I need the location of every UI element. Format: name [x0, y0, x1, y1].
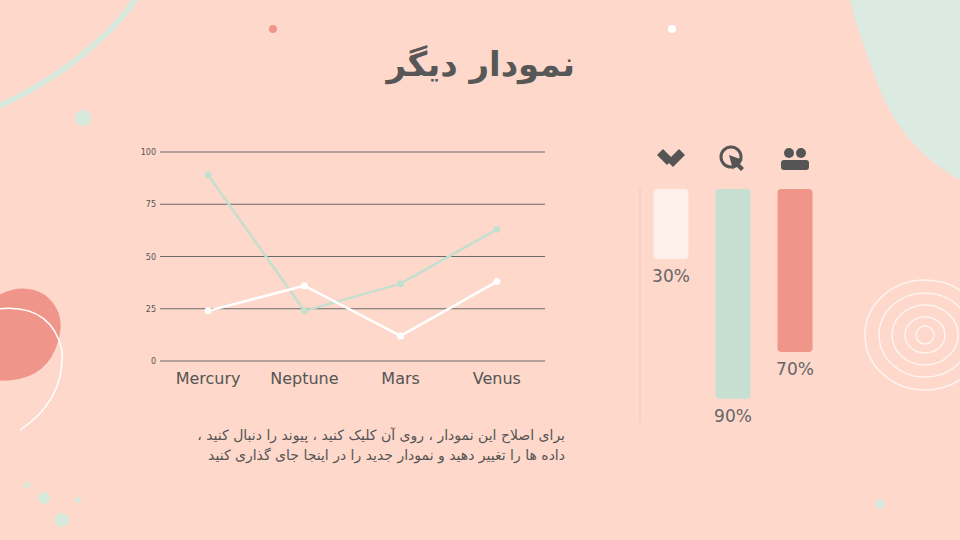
deco-ring — [879, 293, 960, 377]
grid-line — [160, 256, 545, 257]
deco-ring — [892, 305, 958, 365]
bar — [654, 189, 689, 259]
series-marker — [205, 171, 212, 178]
series-marker — [493, 226, 500, 233]
series-marker — [205, 307, 212, 314]
series-marker — [301, 282, 308, 289]
bar — [716, 189, 751, 399]
caption-line: برای اصلاح این نمودار ، روی آن کلیک کنید… — [197, 427, 565, 443]
decorations — [0, 0, 960, 527]
plot-area — [205, 171, 501, 339]
x-tick-label: Mercury — [176, 369, 241, 388]
icon-people — [796, 148, 806, 158]
deco-dot — [24, 482, 30, 488]
y-tick-label: 25 — [146, 305, 156, 314]
icon-people — [784, 148, 794, 158]
caption-line: داده ها را تغییر دهید و نمودار جدید را د… — [208, 447, 565, 463]
series-line — [208, 282, 497, 336]
y-tick-label: 50 — [146, 253, 156, 262]
y-tick-label: 0 — [151, 357, 156, 366]
deco-dot — [55, 513, 69, 527]
deco-dot — [875, 499, 885, 509]
bar — [778, 189, 813, 352]
data-label: 70% — [776, 359, 814, 379]
icon-cursor — [729, 155, 744, 171]
series-marker — [397, 280, 404, 287]
deco-dot — [668, 25, 676, 33]
deco-ring — [905, 317, 945, 353]
series-line — [208, 175, 497, 311]
series-marker — [493, 278, 500, 285]
series-marker — [301, 307, 308, 314]
value-axis-line — [640, 189, 641, 422]
title: نمودار دیگر — [386, 44, 575, 84]
grid-line — [160, 361, 545, 362]
grid-line — [160, 152, 545, 153]
deco-line — [0, 308, 62, 430]
deco-dot — [269, 25, 277, 33]
data-label: 30% — [652, 266, 690, 286]
deco-ring — [865, 280, 960, 390]
series-marker — [397, 332, 404, 339]
deco-dot — [75, 110, 91, 126]
deco-ring — [916, 326, 934, 344]
deco-blob — [850, 0, 960, 180]
deco-blob — [0, 289, 61, 381]
line-chart: 0 25 50 75 100 Mercury Neptune Mars Venus — [141, 148, 545, 388]
bar-chart: 30% 90% 70% — [640, 147, 814, 426]
data-label: 90% — [714, 406, 752, 426]
grid-line — [160, 204, 545, 205]
icon-handshake — [667, 149, 685, 167]
deco-dot — [75, 497, 81, 503]
deco-dot — [38, 492, 50, 504]
x-tick-label: Mars — [381, 369, 420, 388]
y-tick-label: 100 — [141, 148, 156, 157]
deco-curve — [0, 0, 140, 110]
y-tick-label: 75 — [146, 200, 156, 209]
icon-people — [781, 160, 809, 170]
x-tick-label: Neptune — [270, 369, 338, 388]
x-tick-label: Venus — [473, 369, 521, 388]
